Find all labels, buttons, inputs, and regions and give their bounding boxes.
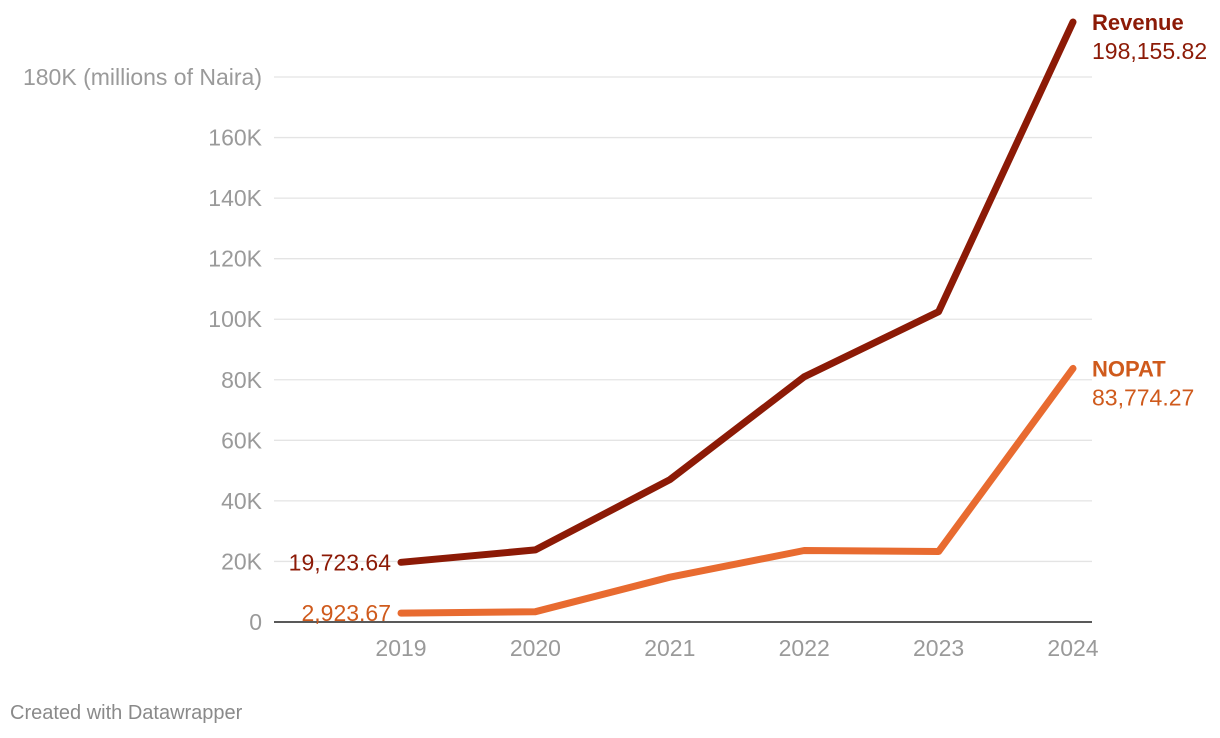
nopat-series-name: NOPAT — [1092, 356, 1166, 381]
footer-credit: Created with Datawrapper — [10, 702, 243, 724]
y-axis-ticks: 0 20K 40K 60K 80K 100K 120K 140K 160K 180K (milli… — [23, 64, 263, 635]
revenue-end-label: 198,155.82 — [1092, 38, 1207, 64]
x-tick-label: 2022 — [779, 635, 830, 661]
y-tick-label: 120K — [208, 246, 262, 272]
y-tick-label: 40K — [221, 488, 263, 514]
y-tick-label: 160K — [208, 125, 262, 151]
y-tick-label: 20K — [221, 548, 263, 574]
x-axis-ticks: 2019 2020 2021 2022 2023 2024 — [375, 635, 1098, 661]
x-tick-label: 2020 — [510, 635, 561, 661]
revenue-series-name: Revenue — [1092, 10, 1184, 35]
series-labels: 19,723.64 Revenue 198,155.82 2,923.67 NOPAT 8… — [289, 10, 1207, 626]
x-tick-label: 2024 — [1047, 635, 1098, 661]
y-tick-label: 180K (millions of Naira) — [23, 64, 262, 90]
y-tick-label: 100K — [208, 306, 262, 332]
gridlines — [274, 76, 1092, 623]
y-tick-label: 0 — [249, 609, 262, 635]
y-tick-label: 80K — [221, 367, 263, 393]
x-tick-label: 2019 — [375, 635, 426, 661]
y-tick-label: 60K — [221, 427, 263, 453]
x-tick-label: 2023 — [913, 635, 964, 661]
series-lines — [397, 18, 1077, 617]
revenue-line — [397, 18, 1077, 566]
y-tick-label: 140K — [208, 185, 262, 211]
x-tick-label: 2021 — [644, 635, 695, 661]
revenue-start-label: 19,723.64 — [289, 549, 392, 575]
nopat-start-label: 2,923.67 — [301, 600, 391, 626]
nopat-line — [397, 364, 1077, 617]
nopat-end-label: 83,774.27 — [1092, 384, 1194, 410]
